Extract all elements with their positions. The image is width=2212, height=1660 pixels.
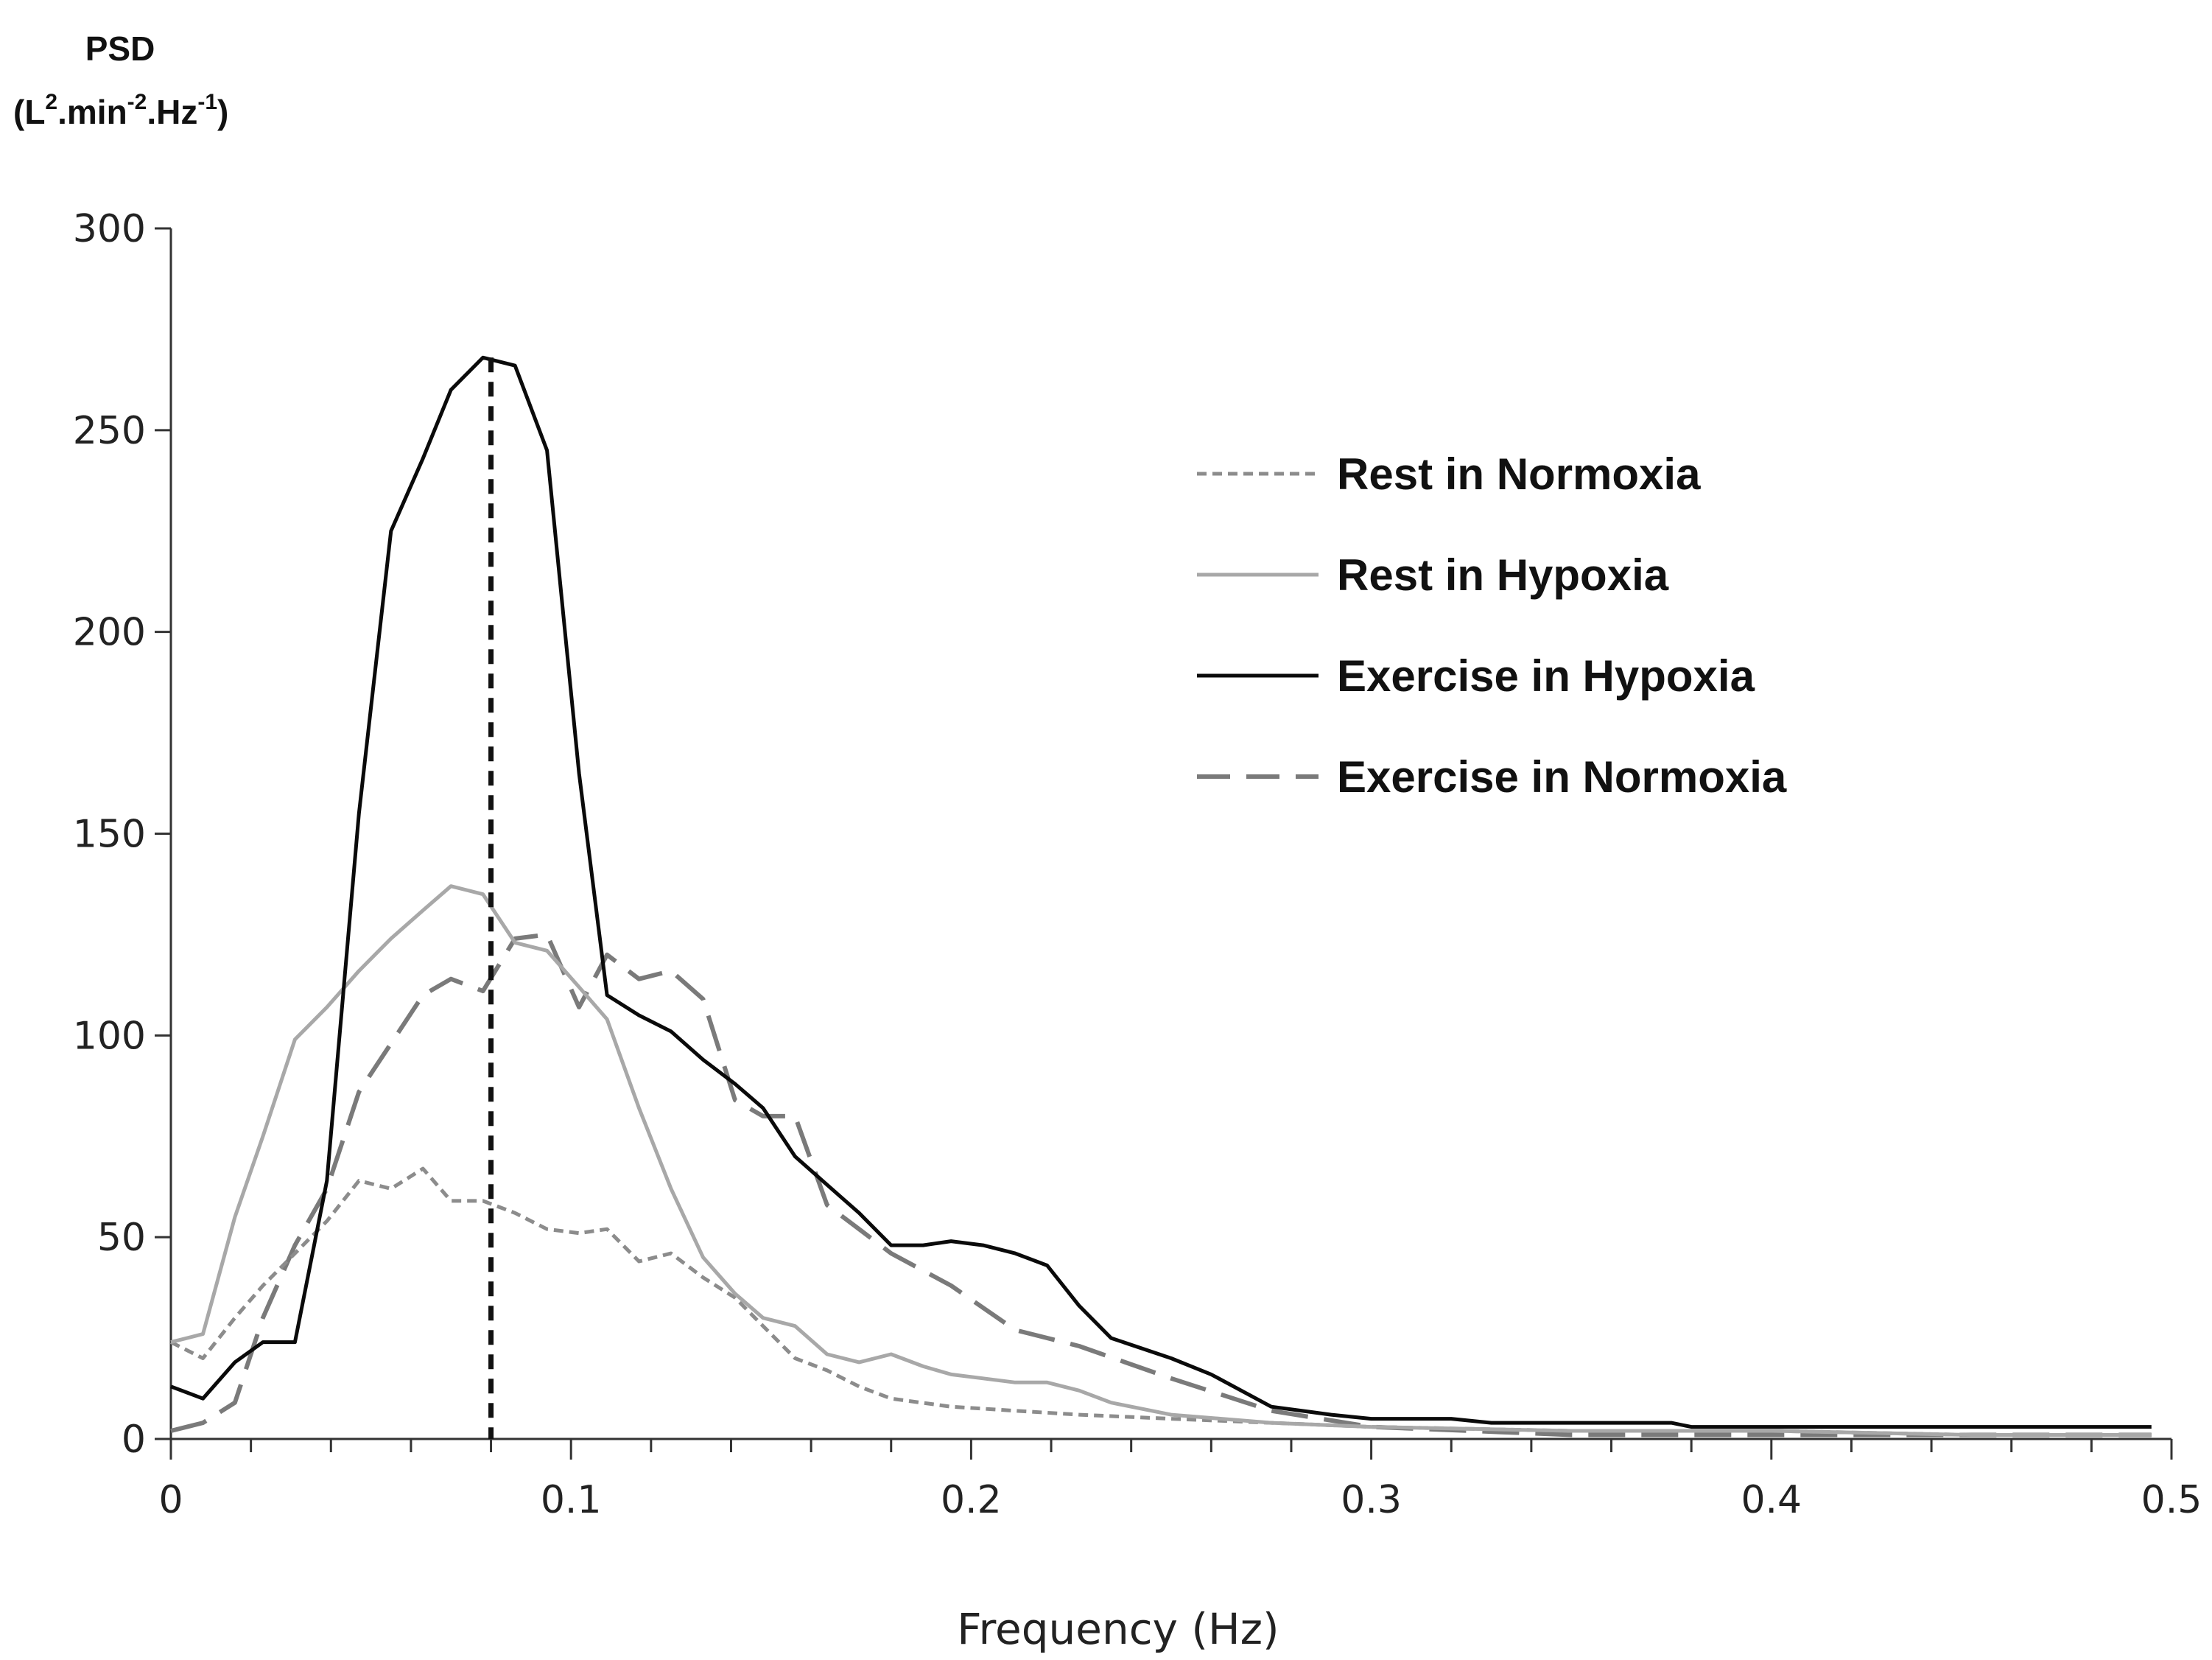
y-units-sup-2: -2 (127, 90, 147, 114)
legend: Rest in Normoxia Rest in Hypoxia Exercise … (1197, 449, 1787, 802)
y-axis-ticks: 0 50 100 150 200 250 300 (73, 207, 171, 1462)
legend-label-exercise-in-normoxia: Exercise in Normoxia (1337, 752, 1787, 802)
y-units-mid-2: .Hz (147, 93, 197, 131)
y-tick-label: 200 (73, 611, 146, 655)
y-axis-title-units: (L2.min-2.Hz-1) (13, 90, 228, 131)
y-units-sup-3: -1 (197, 90, 217, 114)
y-tick-label: 0 (122, 1418, 146, 1462)
x-tick-label: 0 (158, 1478, 183, 1522)
legend-label-rest-in-normoxia: Rest in Normoxia (1337, 449, 1701, 499)
y-units-suffix: ) (217, 93, 228, 131)
legend-label-exercise-in-hypoxia: Exercise in Hypoxia (1337, 651, 1755, 701)
y-tick-label: 300 (73, 207, 146, 251)
x-axis-title: Frequency (Hz) (957, 1604, 1279, 1654)
x-tick-label: 0.3 (1341, 1478, 1402, 1522)
y-units-prefix: (L (13, 93, 45, 131)
series-layer (169, 355, 2152, 1437)
y-units-mid: .min (57, 93, 127, 131)
y-tick-label: 100 (73, 1014, 146, 1058)
series-line-rest-in-normoxia (169, 1166, 2152, 1437)
y-tick-label: 250 (73, 409, 146, 453)
x-axis-ticks: 0 0.1 0.2 0.3 0.4 0.5 (158, 1439, 2202, 1522)
x-tick-label: 0.4 (1741, 1478, 1802, 1522)
y-tick-label: 50 (97, 1216, 146, 1260)
series-line-exercise-in-hypoxia (170, 355, 2152, 1429)
y-tick-label: 150 (73, 813, 146, 857)
x-tick-label: 0.5 (2141, 1478, 2202, 1522)
x-tick-label: 0.2 (941, 1478, 1002, 1522)
y-axis-title: PSD (L2.min-2.Hz-1) (13, 29, 228, 131)
legend-label-rest-in-hypoxia: Rest in Hypoxia (1337, 550, 1669, 600)
series-line-rest-in-hypoxia (170, 884, 2152, 1437)
series-line-exercise-in-normoxia (170, 932, 2152, 1437)
y-axis-title-line1: PSD (85, 29, 155, 68)
x-tick-label: 0.1 (541, 1478, 602, 1522)
y-units-sup-1: 2 (45, 90, 57, 114)
